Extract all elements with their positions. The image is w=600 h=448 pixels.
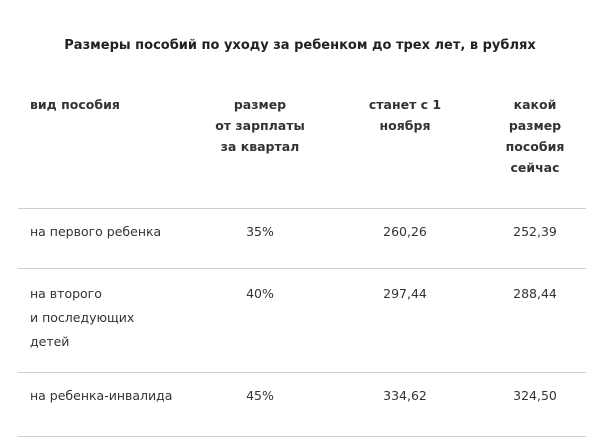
cell-type: на первого ребенка bbox=[30, 224, 162, 239]
cell-type: на второго и последующих детей bbox=[30, 286, 135, 349]
header-percent: размер от зарплаты за квартал bbox=[215, 97, 305, 154]
header-current-amount: какой размер пособия сейчас bbox=[505, 97, 565, 175]
table-title: Размеры пособий по уходу за ребенком до … bbox=[64, 38, 536, 53]
cell-current-amount: 324,50 bbox=[513, 388, 557, 403]
row-divider bbox=[18, 436, 586, 437]
cell-current-amount: 288,44 bbox=[513, 286, 557, 301]
cell-type: на ребенка-инвалида bbox=[30, 388, 173, 403]
header-type: вид пособия bbox=[30, 97, 120, 112]
cell-percent: 40% bbox=[246, 286, 274, 301]
cell-current-amount: 252,39 bbox=[513, 224, 557, 239]
cell-new-amount: 260,26 bbox=[383, 224, 427, 239]
cell-percent: 35% bbox=[246, 224, 274, 239]
cell-new-amount: 334,62 bbox=[383, 388, 427, 403]
row-divider bbox=[18, 208, 586, 209]
row-divider bbox=[18, 372, 586, 373]
cell-new-amount: 297,44 bbox=[383, 286, 427, 301]
row-divider bbox=[18, 268, 586, 269]
cell-percent: 45% bbox=[246, 388, 274, 403]
header-new-amount: станет с 1 ноября bbox=[368, 97, 442, 133]
